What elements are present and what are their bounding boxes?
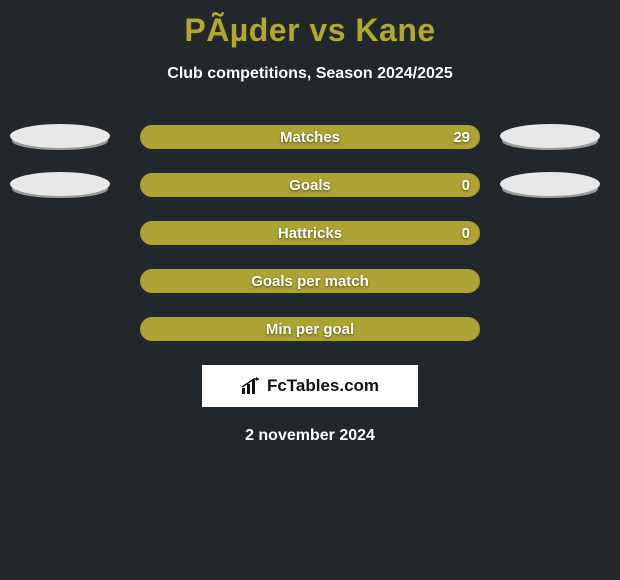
right-player-ellipse xyxy=(500,123,600,151)
left-player-ellipse xyxy=(10,171,110,199)
comparison-title: PÃµder vs Kane xyxy=(0,0,620,49)
stat-row: Matches 29 xyxy=(0,125,620,149)
stat-row: Goals 0 xyxy=(0,173,620,197)
logo-text: FcTables.com xyxy=(267,376,379,396)
stat-value: 0 xyxy=(462,177,470,194)
fctables-logo: FcTables.com xyxy=(202,365,418,407)
stat-value: 0 xyxy=(462,225,470,242)
stat-label: Matches xyxy=(280,129,340,146)
stat-bar-goals: Goals 0 xyxy=(140,173,480,197)
stat-bar-mpg: Min per goal xyxy=(140,317,480,341)
stat-label: Goals per match xyxy=(251,273,369,290)
stat-bar-matches: Matches 29 xyxy=(140,125,480,149)
stat-label: Min per goal xyxy=(266,321,354,338)
snapshot-date: 2 november 2024 xyxy=(0,427,620,445)
stat-row: Min per goal xyxy=(0,317,620,341)
stat-label: Hattricks xyxy=(278,225,342,242)
right-player-ellipse xyxy=(500,171,600,199)
bar-chart-icon xyxy=(241,377,263,395)
left-player-ellipse xyxy=(10,123,110,151)
stat-bar-hattricks: Hattricks 0 xyxy=(140,221,480,245)
stat-row: Goals per match xyxy=(0,269,620,293)
stat-label: Goals xyxy=(289,177,331,194)
stat-rows: Matches 29 Goals 0 Hattricks 0 Goals per… xyxy=(0,125,620,341)
comparison-subtitle: Club competitions, Season 2024/2025 xyxy=(0,65,620,83)
stat-bar-gpm: Goals per match xyxy=(140,269,480,293)
stat-row: Hattricks 0 xyxy=(0,221,620,245)
stat-value: 29 xyxy=(453,129,470,146)
